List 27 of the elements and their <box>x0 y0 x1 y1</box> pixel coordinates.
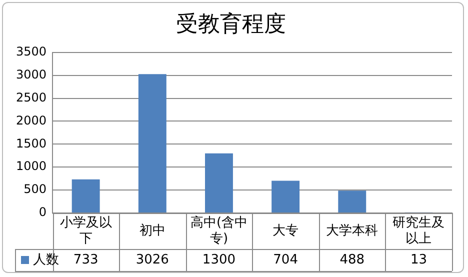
x-tick-label: 初中 <box>139 223 166 238</box>
x-tick-label: 高中(含中专) <box>190 214 248 246</box>
x-tick-label: 大专 <box>272 223 299 238</box>
bar <box>138 74 166 212</box>
x-tick-label: 大学本科 <box>326 223 378 238</box>
bar <box>272 180 300 212</box>
x-tick-label: 小学及以下 <box>60 215 112 246</box>
bar <box>72 179 100 212</box>
legend-label: 人数 <box>33 252 59 268</box>
chart-title: 受教育程度 <box>176 10 286 37</box>
data-label: 733 <box>73 252 98 268</box>
bar <box>205 153 233 212</box>
data-label: 13 <box>410 252 427 268</box>
y-tick-label: 2000 <box>16 113 47 128</box>
y-tick-label: 1000 <box>16 159 47 174</box>
y-tick-label: 3000 <box>16 67 47 82</box>
data-label: 704 <box>273 252 298 268</box>
x-tick-label: 研究生及以上 <box>392 215 445 246</box>
y-tick-label: 2500 <box>16 90 47 104</box>
data-label: 1300 <box>202 252 236 268</box>
bar <box>338 190 366 212</box>
y-tick-label: 1500 <box>16 136 47 150</box>
data-label: 488 <box>340 252 365 268</box>
y-tick-label: 0 <box>38 205 47 220</box>
y-tick-label: 3500 <box>16 44 47 59</box>
data-label: 3026 <box>136 252 169 268</box>
y-tick-label: 500 <box>24 182 47 196</box>
